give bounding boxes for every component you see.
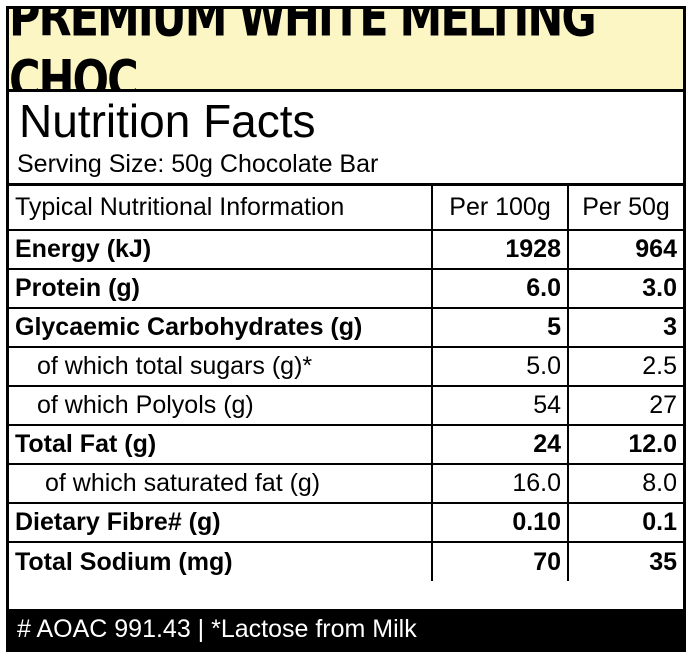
row-name: Dietary Fibre# (g) — [9, 502, 433, 542]
row-per-100g: 0.10 — [432, 502, 569, 542]
table-row: Protein (g) 6.0 3.0 — [9, 268, 683, 308]
row-per-50g: 27 — [568, 385, 683, 425]
column-header-per-100g: Per 100g — [432, 186, 569, 230]
row-per-100g: 16.0 — [432, 463, 569, 503]
row-per-50g: 8.0 — [568, 463, 683, 503]
table-header-row: Typical Nutritional Information Per 100g… — [9, 186, 683, 230]
row-name: of which saturated fat (g) — [9, 463, 433, 503]
row-per-100g: 5.0 — [432, 346, 569, 386]
table-row: Glycaemic Carbohydrates (g) 5 3 — [9, 307, 683, 347]
nutrition-table: Typical Nutritional Information Per 100g… — [9, 186, 683, 581]
row-per-100g: 70 — [432, 541, 569, 581]
nutrition-facts-title: Nutrition Facts — [19, 95, 316, 147]
row-per-100g: 24 — [432, 424, 569, 464]
row-per-50g: 3 — [568, 307, 683, 347]
row-name: Total Fat (g) — [9, 424, 433, 464]
row-per-50g: 2.5 — [568, 346, 683, 386]
row-per-50g: 964 — [568, 229, 683, 269]
row-name: Protein (g) — [9, 268, 433, 308]
row-per-100g: 54 — [432, 385, 569, 425]
nutrition-label: PREMIUM WHITE MELTING CHOC Nutrition Fac… — [6, 6, 686, 652]
row-per-50g: 3.0 — [568, 268, 683, 308]
table-row: of which saturated fat (g) 16.0 8.0 — [9, 463, 683, 503]
row-name: Total Sodium (mg) — [9, 541, 433, 581]
serving-size: Serving Size: 50g Chocolate Bar — [9, 148, 683, 186]
table-row: Energy (kJ) 1928 964 — [9, 229, 683, 269]
product-banner: PREMIUM WHITE MELTING CHOC — [9, 9, 683, 92]
table-row: of which Polyols (g) 54 27 — [9, 385, 683, 425]
row-per-50g: 0.1 — [568, 502, 683, 542]
column-header-per-50g: Per 50g — [582, 193, 670, 221]
row-name: of which total sugars (g)* — [9, 346, 433, 386]
row-per-100g: 5 — [432, 307, 569, 347]
footnote-bar: # AOAC 991.43 | *Lactose from Milk — [9, 609, 683, 649]
table-row: of which total sugars (g)* 5.0 2.5 — [9, 346, 683, 386]
table-row: Dietary Fibre# (g) 0.10 0.1 — [9, 502, 683, 542]
table-row: Total Sodium (mg) 70 35 — [9, 541, 683, 581]
row-name: of which Polyols (g) — [9, 385, 433, 425]
row-per-50g: 35 — [568, 541, 683, 581]
product-name: PREMIUM WHITE MELTING CHOC — [9, 9, 683, 89]
column-header-nutrient: Typical Nutritional Information — [9, 186, 433, 230]
row-per-100g: 1928 — [432, 229, 569, 269]
row-name: Glycaemic Carbohydrates (g) — [9, 307, 433, 347]
row-per-100g: 6.0 — [432, 268, 569, 308]
row-name: Energy (kJ) — [9, 229, 433, 269]
table-row: Total Fat (g) 24 12.0 — [9, 424, 683, 464]
row-per-50g: 12.0 — [568, 424, 683, 464]
